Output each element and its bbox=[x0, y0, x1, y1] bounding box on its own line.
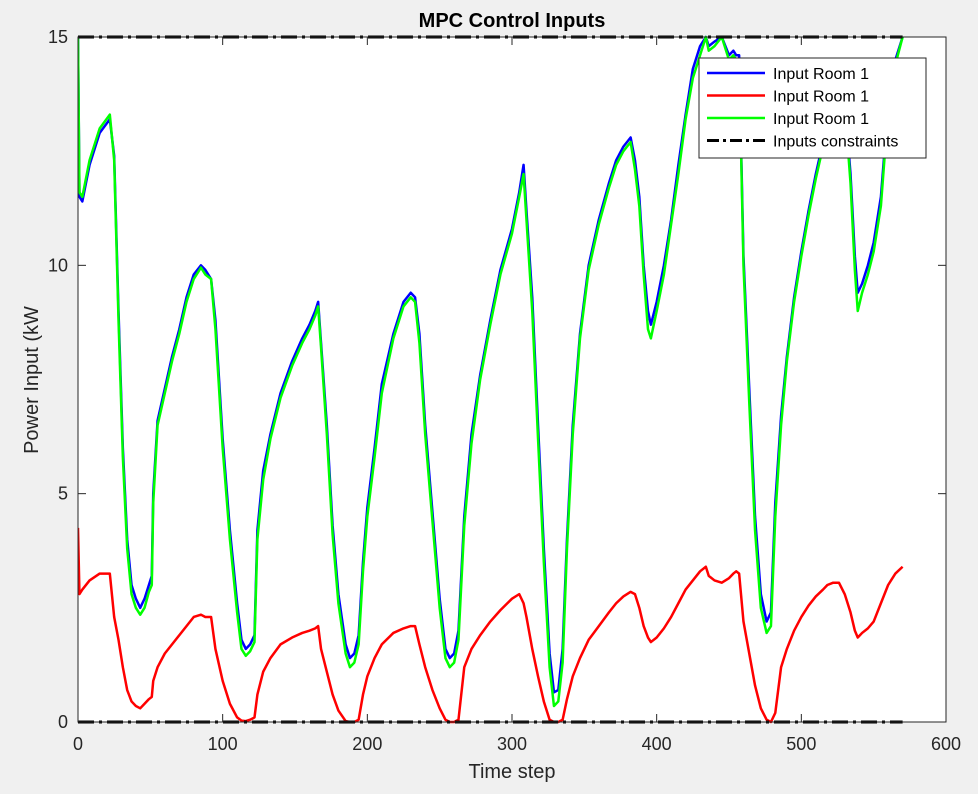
y-tick-label-3: 15 bbox=[48, 27, 68, 47]
legend-label-1: Input Room 1 bbox=[773, 89, 869, 106]
series-line-1 bbox=[78, 527, 904, 724]
y-tick-label-2: 10 bbox=[48, 255, 68, 275]
x-tick-label-4: 400 bbox=[642, 734, 672, 754]
legend-label-2: Input Room 1 bbox=[773, 111, 869, 128]
legend-label-3: Inputs constraints bbox=[773, 134, 898, 151]
x-tick-label-5: 500 bbox=[786, 734, 816, 754]
ticks-layer: 0 100 200 300 400 500 600 0 5 10 15 bbox=[48, 27, 961, 754]
y-tick-label-1: 5 bbox=[58, 484, 68, 504]
x-tick-label-6: 600 bbox=[931, 734, 961, 754]
series-line-2 bbox=[78, 35, 904, 708]
y-tick-label-0: 0 bbox=[58, 712, 68, 732]
y-axis-label: Power Input (kW bbox=[21, 306, 43, 454]
legend-label-0: Input Room 1 bbox=[773, 66, 869, 83]
x-tick-label-1: 100 bbox=[208, 734, 238, 754]
x-tick-label-3: 300 bbox=[497, 734, 527, 754]
x-tick-label-2: 200 bbox=[352, 734, 382, 754]
x-axis-label: Time step bbox=[468, 761, 555, 783]
x-tick-label-0: 0 bbox=[73, 734, 83, 754]
chart-title: MPC Control Inputs bbox=[419, 10, 606, 32]
legend: Input Room 1 Input Room 1 Input Room 1 Inpu… bbox=[698, 57, 927, 159]
